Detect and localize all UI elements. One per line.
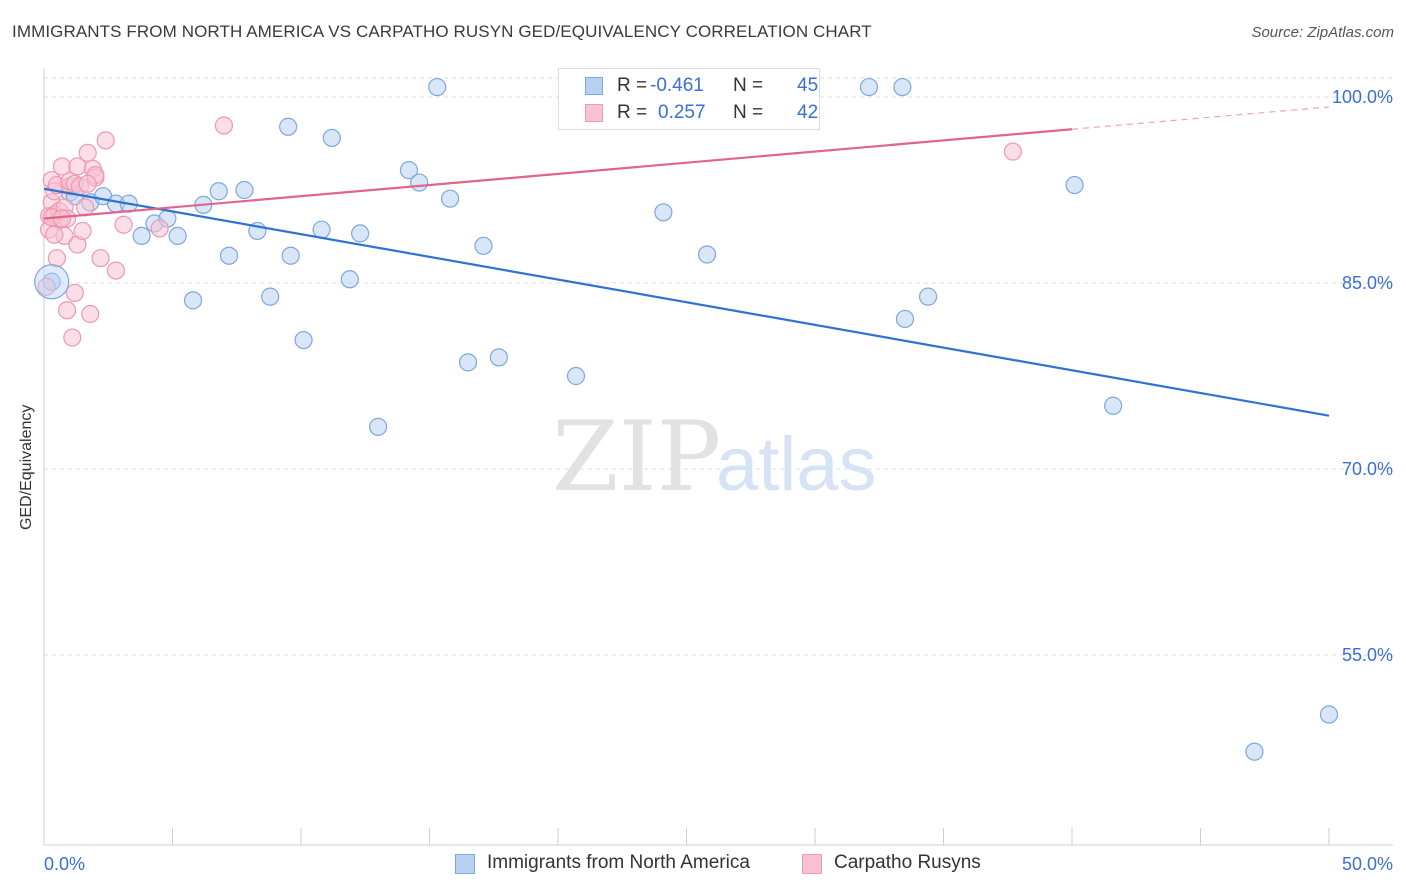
point-rusyns <box>76 198 95 217</box>
point-rusyns <box>65 283 84 303</box>
point-immigrants <box>261 287 280 306</box>
y-tick-label: 70.0% <box>1342 459 1393 479</box>
point-immigrants <box>474 236 493 255</box>
legend-swatch-blue <box>455 854 475 874</box>
point-immigrants <box>132 226 151 245</box>
point-immigrants <box>1245 742 1264 761</box>
point-rusyns <box>81 304 100 324</box>
point-immigrants <box>489 348 508 367</box>
point-immigrants <box>219 246 239 265</box>
point-rusyns <box>58 301 77 320</box>
point-immigrants-large <box>34 264 70 300</box>
tick-labels: 55.0% 70.0% 85.0% 100.0% 0.0% 50.0% <box>44 87 1393 874</box>
gridlines <box>44 77 1393 656</box>
point-rusyns <box>78 143 97 162</box>
watermark-atlas: atlas <box>716 422 877 507</box>
point-immigrants <box>859 77 879 97</box>
x-tick-label: 0.0% <box>44 854 85 874</box>
r-value: -0.461 <box>650 75 704 96</box>
legend-swatch-pink <box>585 104 603 122</box>
point-immigrants <box>654 203 673 222</box>
point-rusyns <box>106 261 126 280</box>
point-immigrants <box>893 77 912 97</box>
point-immigrants <box>410 173 429 192</box>
legend-label: Immigrants from North America <box>487 852 750 873</box>
point-immigrants <box>281 246 300 265</box>
trend-lines <box>43 106 1330 417</box>
watermark-zip: ZIP <box>552 401 721 513</box>
point-immigrants <box>351 224 370 243</box>
point-immigrants <box>458 353 478 372</box>
watermark: ZIP atlas <box>552 401 877 513</box>
trend-line <box>43 187 1330 417</box>
legend-label: Carpatho Rusyns <box>834 852 981 873</box>
point-rusyns <box>45 225 64 244</box>
point-immigrants <box>209 182 228 201</box>
point-immigrants <box>168 226 187 245</box>
point-immigrants <box>183 291 203 310</box>
point-immigrants <box>340 270 359 289</box>
point-immigrants <box>279 117 298 136</box>
point-rusyns <box>150 219 169 238</box>
point-rusyns <box>52 157 72 176</box>
point-rusyns <box>96 131 115 150</box>
point-rusyns <box>114 215 133 234</box>
trend-line-extension <box>1071 106 1330 130</box>
stats-legend: R = -0.461 N = 45 R = 0.257 N = 42 <box>558 68 820 130</box>
point-immigrants <box>399 161 419 180</box>
point-rusyns <box>91 249 110 268</box>
point-rusyns <box>63 328 82 347</box>
point-immigrants <box>440 189 460 208</box>
point-immigrants <box>566 366 586 386</box>
n-value: 42 <box>797 102 819 123</box>
axes <box>43 68 1393 846</box>
point-rusyns <box>214 116 233 135</box>
source-label: Source: ZipAtlas.com <box>1251 24 1394 41</box>
n-label: N = <box>733 102 764 123</box>
point-immigrants <box>428 77 447 97</box>
point-immigrants <box>1319 705 1339 724</box>
n-label: N = <box>733 75 764 96</box>
legend-swatch-blue <box>585 77 603 95</box>
point-rusyns <box>1003 142 1022 161</box>
chart-title: IMMIGRANTS FROM NORTH AMERICA VS CARPATH… <box>12 22 872 41</box>
r-value: 0.257 <box>658 102 706 123</box>
point-rusyns <box>37 277 56 296</box>
point-immigrants <box>294 330 313 350</box>
point-immigrants <box>322 128 341 148</box>
legend-swatch-pink <box>802 854 822 874</box>
trend-line <box>43 128 1073 220</box>
y-tick-label: 85.0% <box>1342 273 1393 293</box>
n-value: 45 <box>797 75 819 96</box>
point-immigrants <box>235 180 254 200</box>
point-rusyns <box>73 221 92 241</box>
point-immigrants <box>1104 396 1123 415</box>
y-tick-label: 100.0% <box>1332 87 1393 107</box>
point-immigrants <box>697 245 717 264</box>
point-immigrants <box>895 309 915 329</box>
r-label: R = <box>617 102 648 123</box>
point-rusyns <box>47 249 66 268</box>
point-immigrants <box>369 417 388 436</box>
point-immigrants <box>1065 175 1084 195</box>
point-rusyns <box>78 174 97 193</box>
y-tick-label: 55.0% <box>1342 645 1393 665</box>
x-tick-label: 50.0% <box>1342 854 1393 874</box>
r-label: R = <box>617 75 648 96</box>
point-immigrants <box>918 287 938 306</box>
